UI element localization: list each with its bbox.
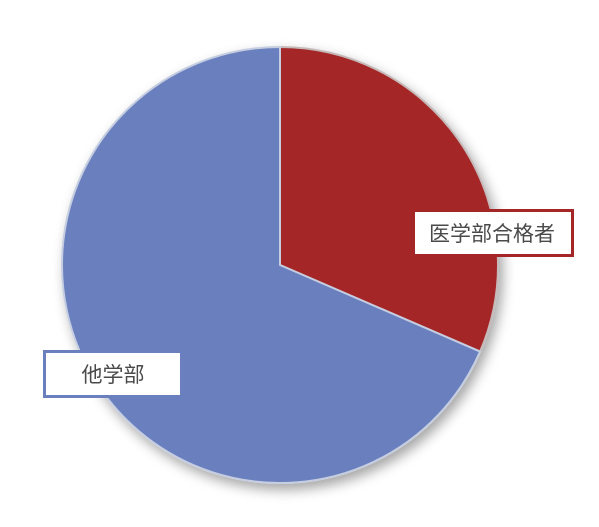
leader-line-other-h — [80, 327, 145, 329]
label-other-faculties-text: 他学部 — [82, 364, 145, 387]
pie-svg — [0, 0, 599, 527]
label-medical-passers-text: 医学部合格者 — [429, 223, 555, 246]
leader-line-other-v — [80, 327, 82, 352]
pie-chart — [0, 0, 599, 527]
pie-chart-stage: 医学部合格者 他学部 — [0, 0, 599, 527]
label-medical-passers: 医学部合格者 — [412, 209, 574, 257]
label-other-faculties: 他学部 — [43, 350, 183, 398]
